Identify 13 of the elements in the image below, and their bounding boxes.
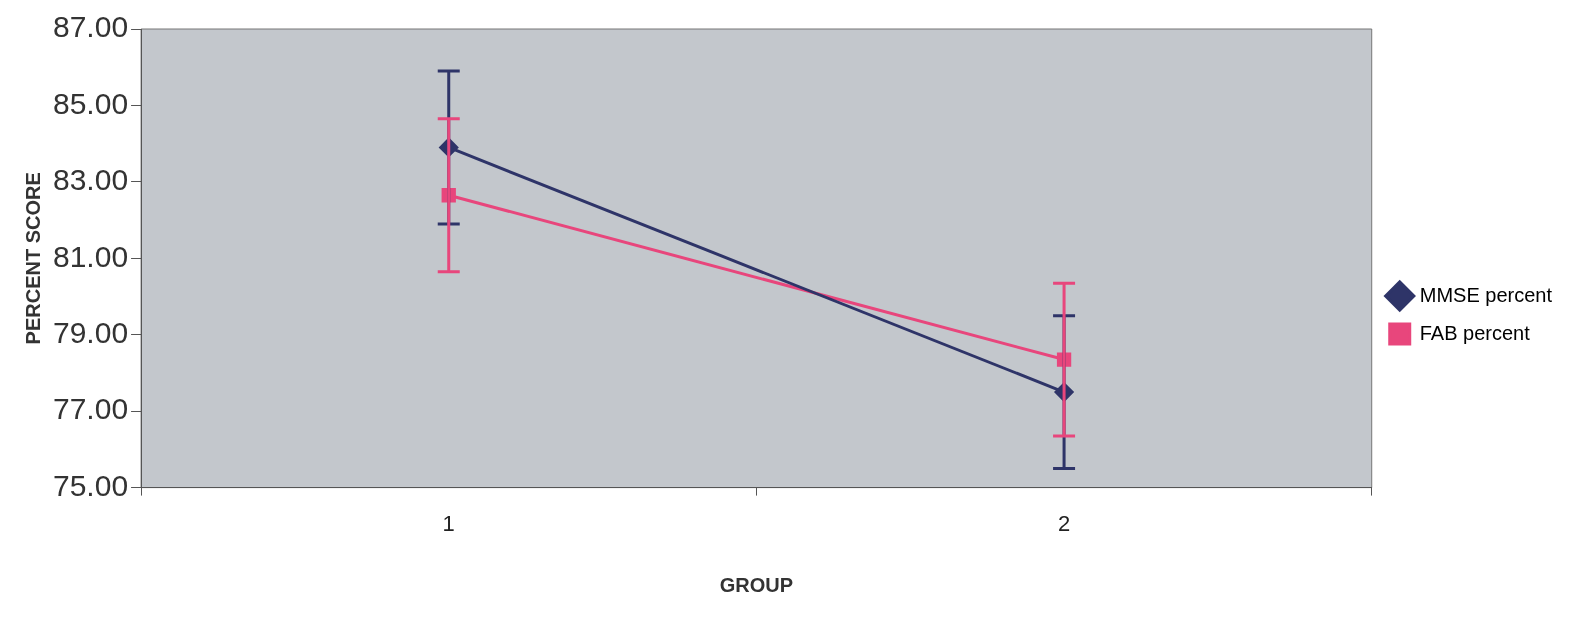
x-tick-label: 2: [1057, 510, 1071, 536]
x-tick-label: 1: [442, 510, 455, 536]
legend-label: FAB percent: [1419, 321, 1531, 344]
legend-label: MMSE percent: [1419, 283, 1553, 306]
y-tick-label: 87.00: [53, 10, 129, 44]
y-tick-label: 83.00: [53, 163, 129, 197]
y-tick-label: 75.00: [53, 468, 129, 502]
y-tick-label: 85.00: [53, 86, 129, 120]
x-axis-title: GROUP: [719, 573, 794, 596]
y-tick-label: 81.00: [53, 239, 129, 273]
y-axis-title: PERCENT SCORE: [21, 172, 44, 345]
y-tick-label: 79.00: [53, 316, 129, 349]
y-tick-label: 77.00: [53, 392, 129, 426]
